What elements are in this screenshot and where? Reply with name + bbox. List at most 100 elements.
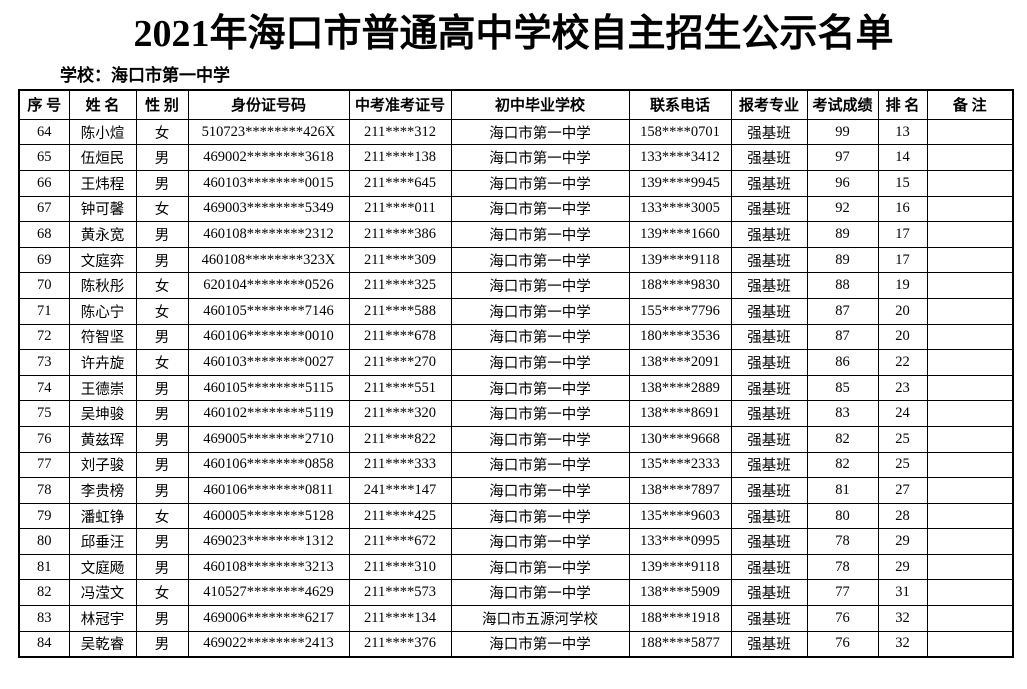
cell-rank: 14 [877,144,928,171]
cell-gender: 男 [135,630,189,658]
cell-remarks [926,553,1014,581]
cell-id-number: 469005********2710 [187,425,350,453]
cell-phone: 135****2333 [628,451,732,479]
cell-score: 87 [806,297,879,325]
cell-middle-school: 海口市第一中学 [450,400,630,427]
table-row: 74 王德崇男 460105********5115 211****551 海口市第一中… [18,374,1014,402]
cell-name: 林冠宇 [68,605,137,632]
cell-id-number: 469003********5349 [187,195,350,223]
cell-remarks [926,477,1014,504]
cell-remarks [926,323,1014,351]
cell-name: 冯滢文 [68,579,137,607]
cell-id-number: 620104********0526 [187,272,350,299]
cell-score: 92 [806,195,879,223]
table-row: 72 符智坚男 460106********0010 211****678 海口市第一中… [18,323,1014,351]
cell-rank: 15 [877,169,928,197]
cell-middle-school: 海口市第一中学 [450,195,630,223]
cell-phone: 138****2889 [628,374,732,402]
table-row: 81 文庭飏男 460108********3213 211****310 海口市第一中… [18,553,1014,581]
cell-major: 强基班 [730,400,808,427]
cell-score: 77 [806,579,879,607]
cell-gender: 女 [135,118,189,146]
cell-index: 77 [18,451,70,479]
cell-exam-ticket: 211****310 [348,553,452,581]
cell-name: 潘虹铮 [68,502,137,530]
cell-major: 强基班 [730,323,808,351]
cell-rank: 32 [877,605,928,632]
cell-remarks [926,374,1014,402]
cell-middle-school: 海口市第一中学 [450,221,630,248]
cell-name: 陈小煊 [68,118,137,146]
cell-remarks [926,297,1014,325]
cell-index: 69 [18,246,70,274]
cell-phone: 139****9118 [628,553,732,581]
cell-name: 黄兹珲 [68,425,137,453]
cell-exam-ticket: 211****309 [348,246,452,274]
cell-gender: 男 [135,425,189,453]
cell-index: 74 [18,374,70,402]
cell-remarks [926,502,1014,530]
cell-gender: 男 [135,451,189,479]
cell-remarks [926,221,1014,248]
cell-major: 强基班 [730,195,808,223]
cell-id-number: 460108********2312 [187,221,350,248]
cell-middle-school: 海口市第一中学 [450,144,630,171]
cell-rank: 19 [877,272,928,299]
cell-exam-ticket: 211****672 [348,528,452,555]
cell-name: 陈心宁 [68,297,137,325]
cell-exam-ticket: 211****386 [348,221,452,248]
cell-remarks [926,528,1014,555]
cell-exam-ticket: 211****320 [348,400,452,427]
cell-exam-ticket: 211****645 [348,169,452,197]
cell-major: 强基班 [730,246,808,274]
cell-name: 李贵榜 [68,477,137,504]
cell-exam-ticket: 211****312 [348,118,452,146]
cell-gender: 男 [135,528,189,555]
cell-gender: 男 [135,221,189,248]
cell-exam-ticket: 211****134 [348,605,452,632]
cell-gender: 男 [135,169,189,197]
table-body: 64 陈小煊女 510723********426X 211****312 海口市第一中… [18,118,1014,658]
cell-index: 80 [18,528,70,555]
cell-gender: 女 [135,195,189,223]
cell-rank: 29 [877,553,928,581]
cell-middle-school: 海口市第一中学 [450,118,630,146]
cell-exam-ticket: 211****011 [348,195,452,223]
cell-id-number: 460103********0027 [187,349,350,376]
cell-score: 82 [806,425,879,453]
table-row: 65 伍烜民男 469002********3618 211****138 海口市第一中… [18,144,1014,171]
cell-rank: 20 [877,323,928,351]
cell-phone: 180****3536 [628,323,732,351]
cell-phone: 135****9603 [628,502,732,530]
cell-phone: 138****7897 [628,477,732,504]
cell-gender: 男 [135,323,189,351]
cell-id-number: 469022********2413 [187,630,350,658]
cell-name: 黄永宽 [68,221,137,248]
cell-middle-school: 海口市第一中学 [450,374,630,402]
cell-major: 强基班 [730,374,808,402]
cell-major: 强基班 [730,477,808,504]
cell-index: 71 [18,297,70,325]
header-row: 序 号姓 名性 别身份证号码 中考准考证号 初中毕业学校 联系电话 报考专业 考试成绩排 … [18,89,1014,120]
table-row: 79 潘虹铮女 460005********5128 211****425 海口市第一中… [18,502,1014,530]
cell-id-number: 460105********5115 [187,374,350,402]
cell-score: 76 [806,605,879,632]
cell-index: 84 [18,630,70,658]
cell-middle-school: 海口市第一中学 [450,272,630,299]
cell-middle-school: 海口市第一中学 [450,477,630,504]
table-row: 83 林冠宇男 469006********6217 211****134 海口市五源河… [18,605,1014,632]
cell-score: 80 [806,502,879,530]
cell-major: 强基班 [730,297,808,325]
cell-rank: 22 [877,349,928,376]
cell-id-number: 460108********323X [187,246,350,274]
cell-id-number: 510723********426X [187,118,350,146]
table-row: 70 陈秋彤女 620104********0526 211****325 海口市第一中… [18,272,1014,299]
cell-index: 67 [18,195,70,223]
cell-gender: 男 [135,246,189,274]
cell-id-number: 410527********4629 [187,579,350,607]
cell-index: 70 [18,272,70,299]
table-row: 64 陈小煊女 510723********426X 211****312 海口市第一中… [18,118,1014,146]
cell-remarks [926,118,1014,146]
column-header-name: 姓 名 [68,89,137,120]
cell-phone: 133****3412 [628,144,732,171]
